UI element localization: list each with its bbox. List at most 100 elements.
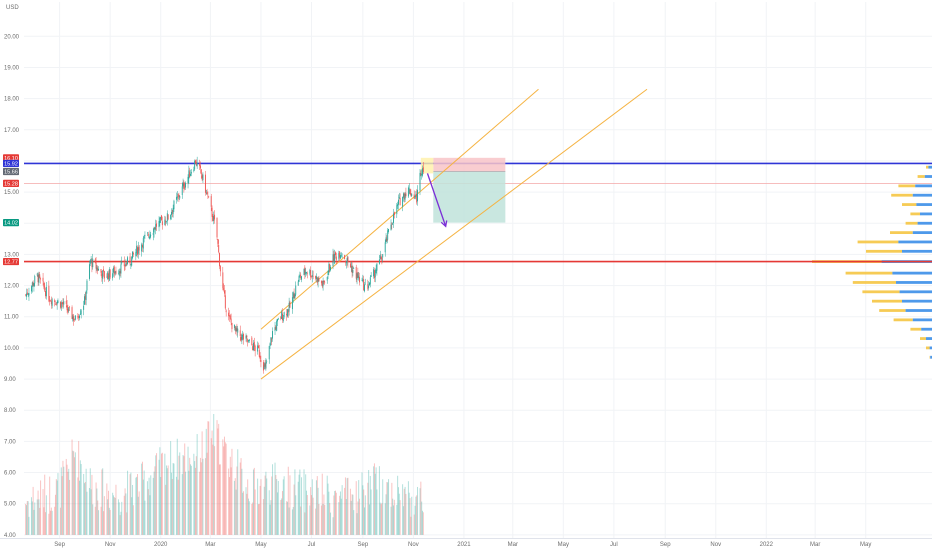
- candle-body: [229, 315, 231, 319]
- profile-row-down: [920, 212, 932, 216]
- profile-row-down: [926, 337, 932, 340]
- volume-bar: [121, 501, 123, 535]
- volume-bar: [84, 482, 86, 535]
- candle-body: [306, 272, 307, 274]
- candle-body: [44, 286, 46, 291]
- profile-row-down: [928, 165, 932, 169]
- volume-bar: [289, 475, 291, 535]
- volume-bar: [353, 510, 355, 535]
- candle-body: [416, 193, 418, 203]
- candle-body: [28, 293, 30, 296]
- x-tick-label: Sep: [54, 542, 65, 548]
- volume-bar: [166, 468, 168, 535]
- candle-body: [376, 263, 378, 271]
- volume-bar: [388, 479, 390, 535]
- x-tick-label: Nov: [408, 542, 419, 548]
- volume-bar: [240, 458, 242, 535]
- volume-bar: [367, 482, 369, 535]
- y-tick-label: 5.00: [4, 502, 16, 508]
- volume-bar: [397, 475, 399, 535]
- candle-body: [74, 315, 76, 320]
- volume-bar: [101, 469, 103, 535]
- candle-body: [309, 270, 311, 274]
- volume-bar: [402, 484, 404, 535]
- volume-bar: [213, 413, 215, 535]
- volume-bar: [54, 506, 56, 535]
- candle-body: [48, 285, 50, 301]
- time-axis[interactable]: Sep Nov 2020 Mar May Jul Sep Nov 2021 Mar May Jul Se…: [0, 538, 932, 549]
- candle-body: [289, 301, 291, 308]
- candle-body: [228, 312, 230, 317]
- volume-bar: [219, 464, 221, 535]
- candle-body: [268, 345, 270, 360]
- volume-bar: [300, 506, 302, 535]
- volume-bar: [271, 476, 273, 535]
- candle-body: [123, 260, 125, 267]
- volume-bar: [327, 483, 329, 535]
- candle-body: [181, 186, 183, 196]
- candle-body: [137, 247, 138, 255]
- candle-body: [219, 253, 220, 267]
- trend-channel[interactable]: [260, 88, 648, 380]
- volume-bar: [194, 461, 196, 535]
- volume-bar: [264, 475, 266, 535]
- volume-bar: [252, 502, 254, 535]
- candle-body: [417, 189, 418, 202]
- volume-bar: [216, 420, 218, 535]
- candle-body: [156, 223, 158, 227]
- candle-body: [408, 188, 410, 190]
- candle-body: [262, 362, 264, 371]
- volume-bar: [286, 501, 288, 535]
- volume-bar: [48, 513, 50, 535]
- annotations[interactable]: [426, 173, 448, 228]
- profile-row-down: [912, 231, 932, 235]
- candle-body: [67, 309, 69, 312]
- candle-body: [241, 334, 243, 340]
- x-tick-label: 2022: [760, 542, 774, 548]
- candle-body: [55, 304, 57, 306]
- volume-bar: [54, 494, 56, 535]
- candle-body: [59, 302, 61, 308]
- y-tick-label: 10.00: [4, 346, 20, 352]
- candle-body: [339, 251, 341, 258]
- volume-bar: [234, 478, 236, 535]
- candle-body: [77, 315, 79, 318]
- volume-bar: [34, 502, 36, 535]
- candle-body: [346, 258, 348, 263]
- candle-body: [68, 307, 70, 311]
- volume-bar: [92, 504, 94, 535]
- candle-body: [374, 273, 376, 278]
- channel-line: [260, 88, 539, 330]
- volume-bar: [32, 486, 34, 535]
- candle-body: [84, 296, 85, 305]
- profile-row-down: [930, 355, 932, 359]
- candle-body: [311, 276, 312, 277]
- candle-body: [141, 244, 143, 252]
- candle-body: [199, 163, 201, 167]
- volume-bar: [318, 503, 320, 535]
- candle-body: [113, 267, 114, 273]
- volume-bar: [178, 455, 180, 535]
- price-tag-label: 12.77: [4, 260, 18, 266]
- candle-body: [43, 283, 45, 288]
- profile-row-down: [917, 221, 932, 225]
- candle-body: [60, 302, 62, 308]
- candle-body: [26, 292, 28, 295]
- x-tick-label: Nov: [710, 542, 721, 548]
- candle-body: [340, 254, 342, 256]
- short-position-tool[interactable]: [420, 157, 506, 223]
- candle-body: [37, 275, 39, 283]
- volume-bar: [83, 483, 85, 535]
- volume-bar: [276, 479, 278, 535]
- candle-body: [97, 268, 99, 271]
- profile-row-up: [905, 221, 918, 225]
- volume-bar: [346, 478, 348, 535]
- price-tag-box: [3, 159, 19, 168]
- candle-body: [101, 273, 103, 278]
- candle-body: [403, 193, 405, 200]
- y-tick-label: 19.00: [4, 65, 20, 71]
- candle-body: [350, 266, 352, 268]
- candle-body: [353, 268, 355, 269]
- volume-bar: [359, 498, 361, 535]
